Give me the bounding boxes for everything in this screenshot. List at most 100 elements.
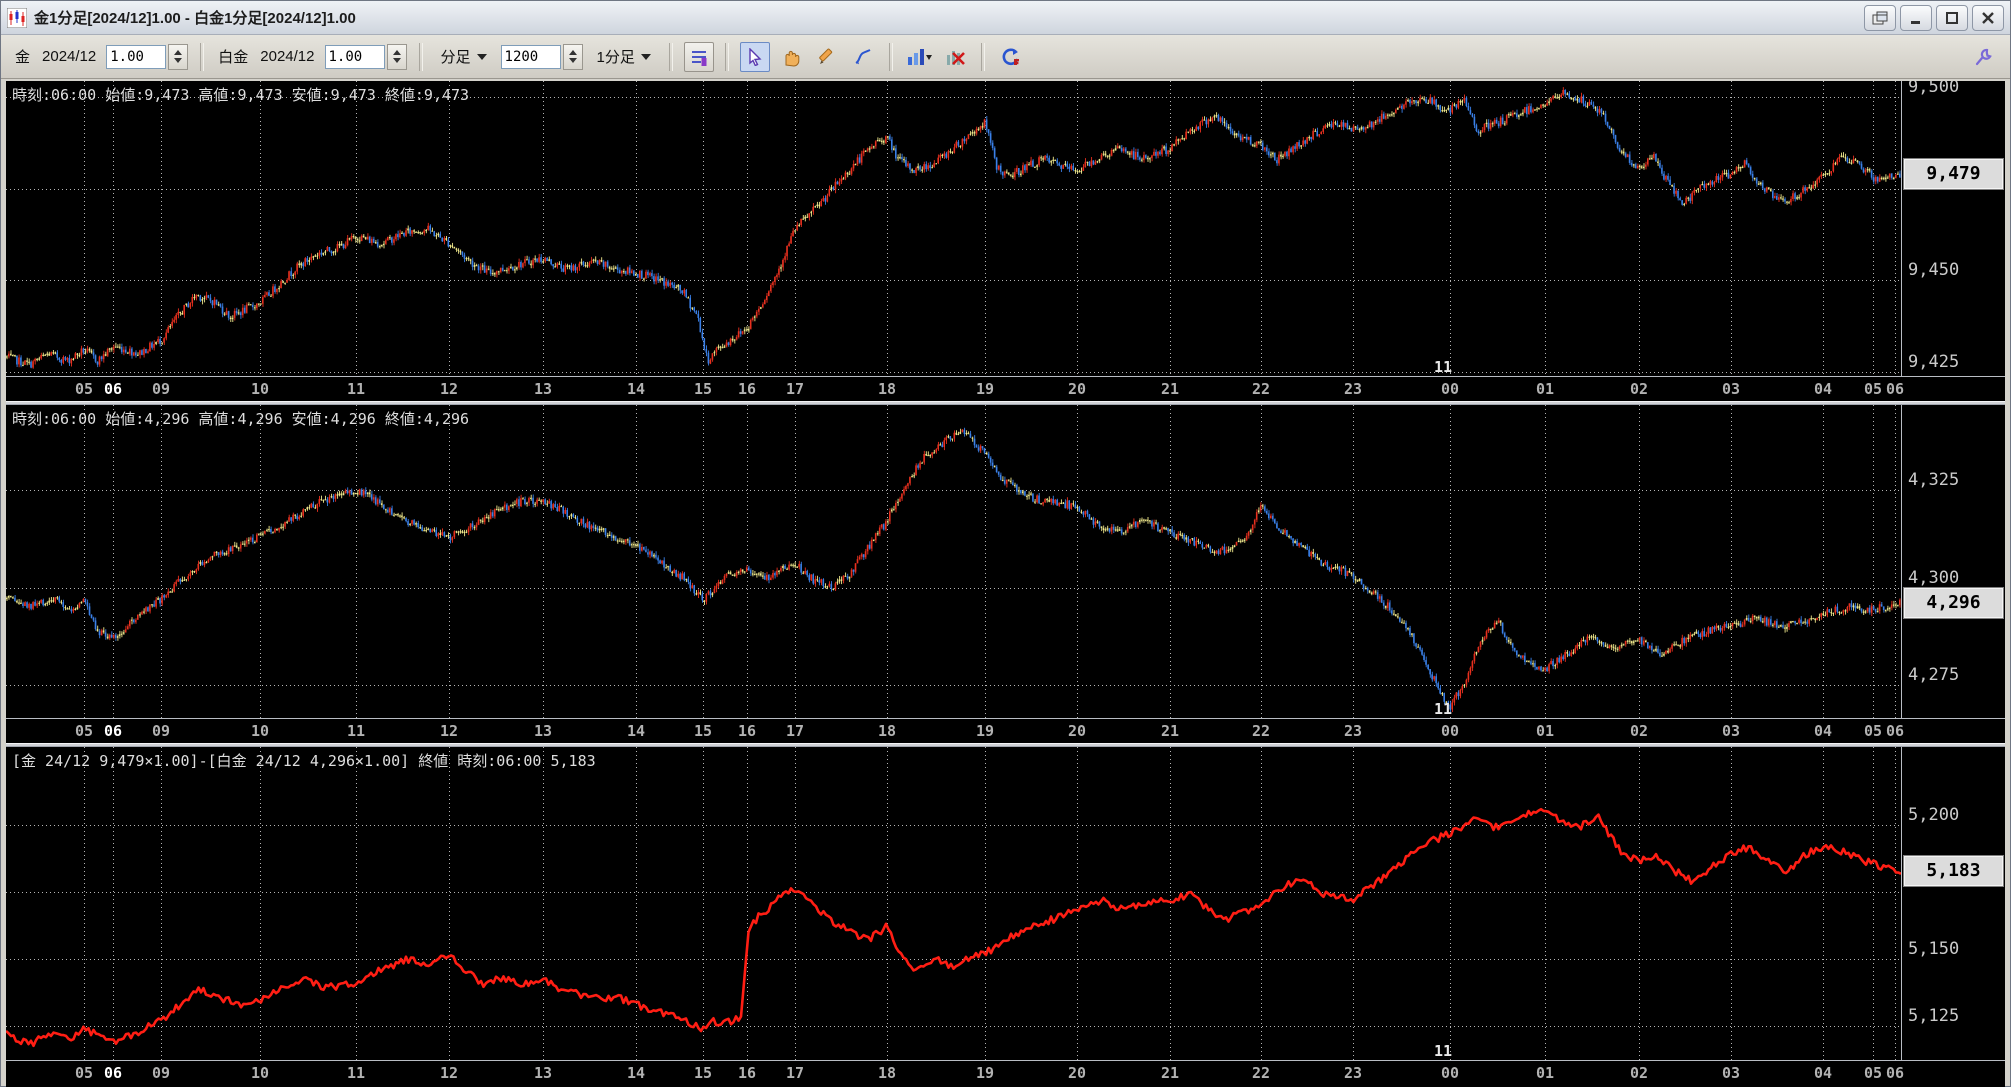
delete-indicator-icon xyxy=(946,50,965,65)
gold-label: 金 xyxy=(15,49,31,66)
minimize-button[interactable] xyxy=(1900,4,1932,31)
maximize-button[interactable] xyxy=(1936,4,1968,31)
refresh-button[interactable] xyxy=(996,42,1026,72)
panel-separator xyxy=(6,743,2005,747)
platinum-multiplier-input[interactable] xyxy=(324,44,385,69)
time-axis-label: 04 xyxy=(1813,380,1833,398)
toolbar-separator xyxy=(724,42,729,71)
platinum-time-axis: 05 06 09 10 11 12 13 14 15 16 17 18 19 20 21 22 23 00 01 02… xyxy=(6,718,2005,743)
draw-pen-button[interactable] xyxy=(848,42,878,72)
time-axis-label: 06 xyxy=(103,380,123,398)
window-title: 金1分足[2024/12]1.00 - 白金1分足[2024/12]1.00 xyxy=(34,10,356,27)
gold-contract-month: 2024/12 xyxy=(42,48,97,65)
price-axis-label: 4,300 xyxy=(1908,567,1960,588)
platinum-contract-month: 2024/12 xyxy=(260,48,315,65)
titlebar: 金1分足[2024/12]1.00 - 白金1分足[2024/12]1.00 xyxy=(1,1,2010,35)
time-axis-label: 21 xyxy=(1160,722,1180,740)
platinum-label: 白金 xyxy=(218,49,249,66)
timeframe-dropdown[interactable]: 1分足 xyxy=(593,43,655,70)
spread-formula-readout: [金 24/12 9,479×1.00]-[白金 24/12 4,296×1.0… xyxy=(12,752,596,770)
chart-settings-button[interactable] xyxy=(683,41,714,72)
time-axis-label: 00 xyxy=(1440,722,1460,740)
trendline-pencil-button[interactable] xyxy=(812,42,842,72)
time-axis-label: 23 xyxy=(1343,380,1363,398)
time-axis-label: 11 xyxy=(346,380,366,398)
time-axis-label: 01 xyxy=(1535,722,1555,740)
toolbar-separator xyxy=(888,42,893,71)
spread-time-axis: 05 06 09 10 11 12 13 14 15 16 17 18 19 20 21 22 23 00 01 02… xyxy=(6,1060,2005,1087)
platinum-multiplier-field xyxy=(324,43,407,70)
price-axis-label: 9,425 xyxy=(1908,351,1960,372)
time-axis-label: 17 xyxy=(785,380,805,398)
close-button[interactable] xyxy=(1972,4,2004,31)
chart-settings-icon xyxy=(691,50,707,66)
time-axis-label: 02 xyxy=(1629,380,1649,398)
date-marker: 11 xyxy=(1433,1042,1453,1060)
gold-ohlc-readout: 時刻:06:00 始値:9,473 高値:9,473 安値:9,473 終値:9… xyxy=(12,86,470,104)
spread-plot-area[interactable]: [金 24/12 9,479×1.00]-[白金 24/12 4,296×1.0… xyxy=(6,747,1902,1061)
gold-price-axis: 9,479 9,500 9,450 9,425 xyxy=(1902,81,2005,377)
gold-plot-area[interactable]: 時刻:06:00 始値:9,473 高値:9,473 安値:9,473 終値:9… xyxy=(6,81,1902,377)
time-axis-label: 14 xyxy=(626,722,646,740)
bar-count-spinner[interactable] xyxy=(562,43,583,70)
time-axis-label: 04 xyxy=(1813,1064,1833,1082)
time-axis-label: 17 xyxy=(785,722,805,740)
time-axis-label: 19 xyxy=(975,722,995,740)
time-axis-label: 02 xyxy=(1629,1064,1649,1082)
time-axis-label: 05 xyxy=(74,380,94,398)
delete-indicator-button[interactable] xyxy=(940,42,970,72)
time-axis-label: 16 xyxy=(737,380,757,398)
time-axis-label: 05 xyxy=(74,1064,94,1082)
time-axis-label: 13 xyxy=(533,380,553,398)
charts-area: 時刻:06:00 始値:9,473 高値:9,473 安値:9,473 終値:9… xyxy=(6,81,2005,1087)
time-axis-label: 06 xyxy=(103,1064,123,1082)
time-axis-label: 18 xyxy=(877,1064,897,1082)
panel-separator xyxy=(6,401,2005,405)
gold-last-price-tag: 9,479 xyxy=(1904,159,2003,190)
time-axis-label: 05 xyxy=(1863,1064,1883,1082)
bar-count-field xyxy=(500,43,583,70)
bar-count-input[interactable] xyxy=(500,44,561,69)
bar-type-dropdown[interactable]: 分足 xyxy=(437,43,491,70)
time-axis-label: 15 xyxy=(693,1064,713,1082)
gold-chart-panel: 時刻:06:00 始値:9,473 高値:9,473 安値:9,473 終値:9… xyxy=(6,81,2005,401)
time-axis-label: 12 xyxy=(439,380,459,398)
toolbar-separator xyxy=(418,42,423,71)
platinum-plot-area[interactable]: 時刻:06:00 始値:4,296 高値:4,296 安値:4,296 終値:4… xyxy=(6,405,1902,719)
time-axis-label: 15 xyxy=(693,722,713,740)
toolbar: 金 2024/12 白金 2024/12 分足 1分足 xyxy=(1,35,2010,79)
time-axis-label: 21 xyxy=(1160,1064,1180,1082)
time-axis-label: 20 xyxy=(1067,722,1087,740)
platinum-multiplier-spinner[interactable] xyxy=(386,43,407,70)
time-axis-label: 20 xyxy=(1067,1064,1087,1082)
time-axis-label: 18 xyxy=(877,722,897,740)
time-axis-label: 01 xyxy=(1535,1064,1555,1082)
time-axis-label: 05 xyxy=(74,722,94,740)
time-axis-label: 05 xyxy=(1863,722,1883,740)
price-axis-label: 5,125 xyxy=(1908,1005,1960,1026)
gold-multiplier-field xyxy=(106,43,189,70)
settings-wrench-button[interactable] xyxy=(1969,42,1999,72)
price-axis-label: 9,500 xyxy=(1908,81,1960,98)
toolbar-separator xyxy=(668,42,673,71)
select-cursor-icon xyxy=(749,47,762,66)
indicator-bars-button[interactable] xyxy=(904,42,934,72)
new-window-button[interactable] xyxy=(1864,4,1896,31)
time-axis-label: 12 xyxy=(439,1064,459,1082)
time-axis-label: 14 xyxy=(626,380,646,398)
select-cursor-button[interactable] xyxy=(739,41,770,72)
gold-multiplier-input[interactable] xyxy=(106,44,167,69)
refresh-icon xyxy=(1002,47,1019,65)
spread-chart-panel: [金 24/12 9,479×1.00]-[白金 24/12 4,296×1.0… xyxy=(6,747,2005,1087)
time-axis-label: 06 xyxy=(1885,380,1905,398)
gold-multiplier-spinner[interactable] xyxy=(168,43,189,70)
spread-price-axis: 5,183 5,200 5,150 5,125 xyxy=(1902,747,2005,1061)
time-axis-label: 05 xyxy=(1863,380,1883,398)
candlestick-chart-icon xyxy=(7,7,27,28)
pan-hand-button[interactable] xyxy=(776,42,806,72)
time-axis-label: 02 xyxy=(1629,722,1649,740)
toolbar-separator xyxy=(980,42,985,71)
time-axis-label: 09 xyxy=(151,722,171,740)
time-axis-label: 18 xyxy=(877,380,897,398)
time-axis-label: 22 xyxy=(1251,380,1271,398)
